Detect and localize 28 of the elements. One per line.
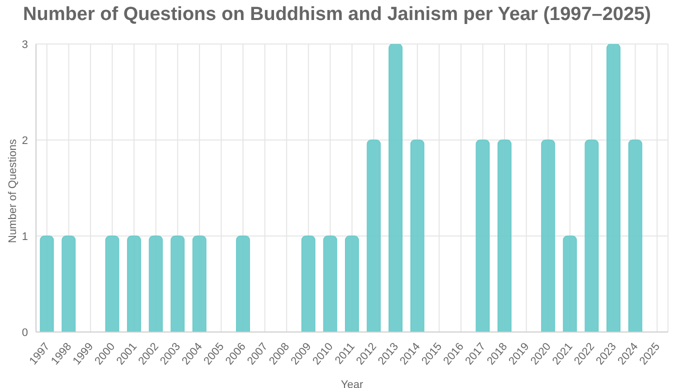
- bar: [236, 236, 250, 332]
- bar: [62, 236, 76, 332]
- bar: [344, 236, 359, 332]
- bar: [541, 140, 556, 332]
- bar: [628, 140, 642, 332]
- bar: [105, 236, 120, 332]
- bar: [40, 236, 54, 332]
- bar: [301, 236, 316, 332]
- chart-title: Number of Questions on Buddhism and Jainism per Year (1997–2025): [22, 4, 652, 26]
- bar: [170, 236, 185, 332]
- bar: [476, 140, 490, 332]
- y-tick-label: 1: [22, 230, 28, 243]
- bar: [388, 44, 403, 332]
- y-tick-label: 2: [22, 134, 28, 147]
- y-tick-label: 0: [22, 326, 28, 339]
- bar: [410, 140, 424, 332]
- x-axis-title: Year: [340, 379, 364, 388]
- bar: [584, 140, 599, 332]
- bar: [127, 236, 142, 332]
- bar: [562, 236, 577, 332]
- bar: [192, 236, 206, 332]
- bar: [498, 140, 512, 332]
- bar: [323, 236, 338, 332]
- bar: [366, 140, 381, 332]
- bar: [606, 44, 620, 332]
- y-axis-title: Number of Questions: [6, 138, 19, 243]
- bar: [148, 236, 163, 332]
- y-tick-label: 3: [22, 38, 28, 51]
